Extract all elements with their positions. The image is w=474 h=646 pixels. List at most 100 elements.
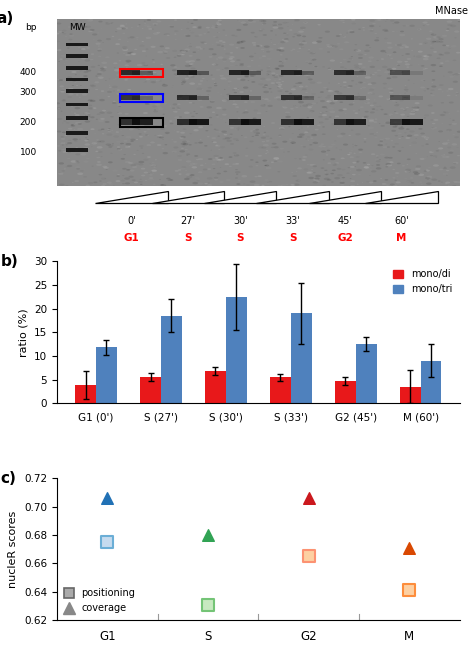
Circle shape [439, 41, 444, 43]
Circle shape [392, 126, 397, 128]
Circle shape [182, 81, 186, 83]
Circle shape [264, 98, 269, 100]
Circle shape [72, 85, 74, 86]
FancyBboxPatch shape [120, 96, 140, 100]
Circle shape [432, 123, 436, 124]
Circle shape [75, 122, 81, 124]
Circle shape [123, 127, 127, 129]
Circle shape [185, 65, 191, 67]
Circle shape [340, 19, 345, 21]
Point [103, 537, 111, 547]
Circle shape [193, 19, 198, 21]
Circle shape [313, 172, 316, 173]
Circle shape [189, 83, 195, 85]
Circle shape [457, 130, 462, 133]
Bar [400, 387, 421, 403]
Circle shape [107, 112, 112, 114]
Circle shape [176, 131, 180, 132]
Circle shape [285, 58, 288, 59]
Circle shape [447, 28, 449, 30]
Circle shape [101, 129, 104, 130]
Circle shape [308, 140, 309, 141]
Circle shape [128, 89, 131, 90]
Circle shape [326, 89, 328, 90]
Circle shape [193, 129, 199, 131]
Circle shape [224, 89, 226, 90]
FancyBboxPatch shape [132, 70, 153, 75]
Circle shape [428, 105, 433, 107]
Circle shape [303, 22, 308, 23]
Circle shape [150, 46, 155, 48]
FancyBboxPatch shape [334, 96, 354, 100]
Circle shape [225, 137, 230, 140]
Circle shape [291, 89, 296, 90]
Circle shape [433, 51, 437, 53]
Circle shape [433, 36, 438, 38]
Circle shape [452, 185, 456, 187]
Circle shape [442, 45, 446, 46]
Circle shape [278, 65, 284, 67]
Circle shape [84, 112, 90, 114]
Circle shape [350, 166, 355, 168]
Circle shape [326, 174, 328, 175]
Circle shape [145, 103, 150, 105]
Circle shape [235, 178, 238, 179]
Circle shape [198, 171, 202, 173]
Circle shape [176, 96, 182, 98]
Circle shape [241, 72, 247, 74]
Circle shape [443, 111, 446, 112]
Circle shape [452, 74, 455, 75]
Polygon shape [152, 191, 224, 203]
Circle shape [299, 158, 301, 160]
Circle shape [180, 50, 184, 52]
Circle shape [273, 21, 276, 23]
Circle shape [120, 143, 124, 145]
Circle shape [389, 92, 393, 94]
Circle shape [184, 178, 190, 180]
Circle shape [442, 142, 448, 145]
Circle shape [365, 102, 367, 103]
Circle shape [431, 112, 435, 114]
Circle shape [426, 24, 429, 25]
Circle shape [209, 117, 212, 118]
Circle shape [327, 52, 330, 53]
Circle shape [71, 160, 77, 163]
Circle shape [274, 68, 279, 69]
Circle shape [98, 46, 100, 47]
Circle shape [147, 135, 149, 136]
Circle shape [78, 47, 81, 48]
Text: 0': 0' [127, 216, 136, 226]
Circle shape [436, 157, 437, 158]
FancyBboxPatch shape [229, 96, 249, 100]
Circle shape [420, 87, 425, 89]
Circle shape [350, 156, 354, 158]
Circle shape [328, 68, 330, 69]
Circle shape [230, 127, 234, 129]
Circle shape [343, 143, 348, 145]
Circle shape [317, 125, 320, 126]
Circle shape [83, 71, 89, 73]
Circle shape [356, 76, 358, 77]
Circle shape [313, 179, 318, 181]
Circle shape [429, 30, 433, 32]
Circle shape [182, 141, 187, 143]
Circle shape [319, 37, 323, 39]
Circle shape [418, 128, 423, 130]
Circle shape [55, 32, 59, 34]
Text: 60': 60' [394, 216, 409, 226]
Circle shape [206, 90, 211, 92]
Circle shape [68, 88, 73, 90]
Circle shape [235, 169, 238, 170]
Circle shape [208, 96, 210, 98]
Circle shape [216, 159, 221, 161]
Circle shape [62, 171, 65, 172]
Circle shape [196, 59, 201, 61]
Circle shape [309, 177, 314, 179]
Circle shape [298, 74, 302, 76]
Circle shape [426, 169, 428, 170]
FancyBboxPatch shape [293, 119, 314, 125]
Circle shape [398, 138, 401, 139]
Circle shape [237, 78, 241, 80]
Circle shape [128, 37, 129, 38]
Circle shape [59, 183, 64, 186]
